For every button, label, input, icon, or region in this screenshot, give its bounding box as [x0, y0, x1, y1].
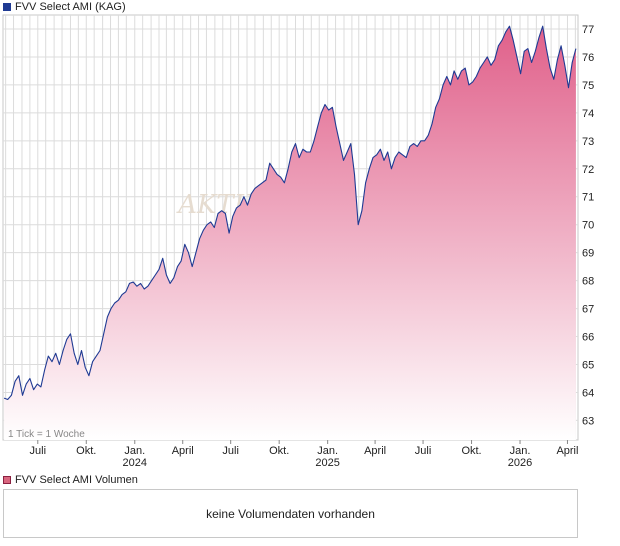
volume-legend-label: FVV Select AMI Volumen: [15, 474, 138, 486]
tick-note: 1 Tick = 1 Woche: [8, 429, 85, 440]
x-tick-label: April: [172, 445, 194, 457]
series-area: [4, 26, 576, 440]
price-legend: FVV Select AMI (KAG): [3, 0, 126, 14]
x-tick-label: April: [364, 445, 386, 457]
x-tick-label: Jan.: [317, 445, 338, 457]
y-tick-label: 70: [582, 220, 594, 232]
y-tick-label: 72: [582, 164, 594, 176]
y-tick-label: 77: [582, 24, 594, 36]
series-line: [3, 25, 577, 401]
price-legend-swatch: [3, 3, 11, 11]
y-tick-label: 65: [582, 360, 594, 372]
x-tick-label: Okt.: [461, 445, 481, 457]
volume-panel: keine Volumendaten vorhanden: [3, 489, 578, 538]
x-tick-label: Juli: [30, 445, 47, 457]
y-tick-label: 69: [582, 248, 594, 260]
x-tick-label: April: [556, 445, 578, 457]
y-tick-label: 76: [582, 52, 594, 64]
y-tick-label: 75: [582, 80, 594, 92]
x-tick-label: Jan.: [124, 445, 145, 457]
x-year-label: 2026: [508, 457, 532, 469]
x-tick-label: Okt.: [76, 445, 96, 457]
y-tick-label: 68: [582, 276, 594, 288]
volume-legend: FVV Select AMI Volumen: [3, 473, 138, 487]
y-tick-label: 67: [582, 304, 594, 316]
price-legend-label: FVV Select AMI (KAG): [15, 1, 126, 13]
price-chart: 636465666768697071727374757677AKTIENJuli…: [2, 14, 594, 469]
y-tick-label: 73: [582, 136, 594, 148]
volume-legend-swatch: [3, 476, 11, 484]
y-tick-label: 63: [582, 415, 594, 427]
y-tick-label: 64: [582, 387, 594, 399]
y-tick-label: 71: [582, 192, 594, 204]
x-tick-label: Okt.: [269, 445, 289, 457]
x-tick-label: Juli: [415, 445, 432, 457]
x-tick-label: Juli: [222, 445, 239, 457]
x-tick-label: Jan.: [510, 445, 531, 457]
y-tick-label: 74: [582, 108, 594, 120]
x-year-label: 2024: [123, 457, 147, 469]
no-volume-text: keine Volumendaten vorhanden: [206, 506, 375, 521]
x-year-label: 2025: [315, 457, 339, 469]
y-tick-label: 66: [582, 332, 594, 344]
